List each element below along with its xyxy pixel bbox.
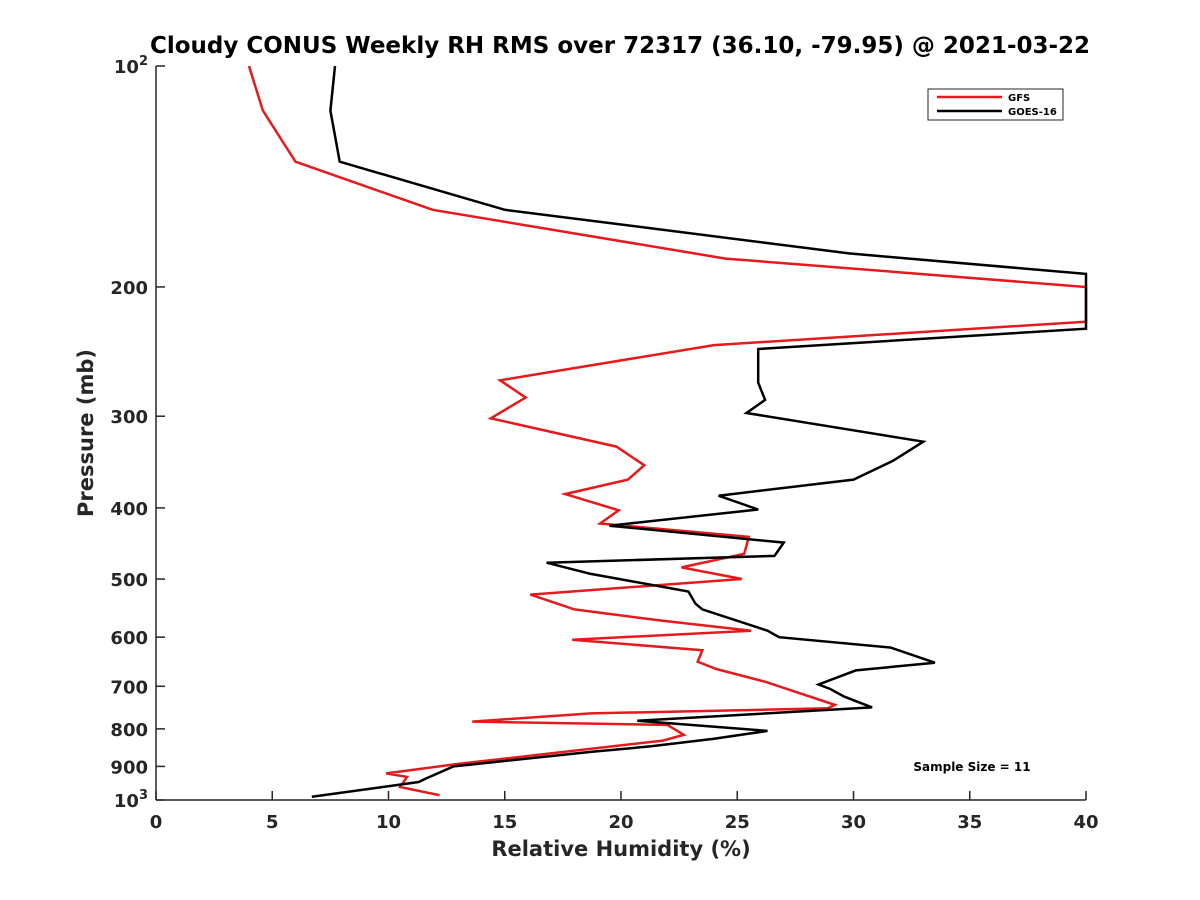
x-tick-label: 25 [725,812,750,833]
y-tick-label: 900 [110,757,148,778]
x-axis-label: Relative Humidity (%) [491,837,750,861]
y-tick-label: 400 [110,499,148,520]
sample-size-annotation: Sample Size = 11 [913,760,1030,774]
y-tick-label: 800 [110,720,148,741]
y-tick-label: 700 [110,677,148,698]
x-tick-label: 10 [376,812,401,833]
series-line-gfs [247,65,1088,797]
legend-label-gfs: GFS [1008,93,1030,104]
x-ticks: 0 5 10 15 20 25 30 35 40 [150,791,1099,833]
chart-title: Cloudy CONUS Weekly RH RMS over 72317 (3… [150,33,1090,59]
x-tick-label: 30 [841,812,866,833]
x-tick-label: 0 [150,812,163,833]
legend: GFS GOES-16 [927,88,1064,121]
legend-box [927,88,1064,121]
y-axis-label: Pressure (mb) [74,349,98,517]
x-tick-label: 20 [608,812,633,833]
series-line-goes16 [311,65,1088,799]
x-tick-label: 40 [1073,812,1098,833]
y-tick-label: 300 [110,407,148,428]
y-ticks: 102 200 300 400 500 600 700 800 900 103 [110,54,165,812]
y-tick-label: 200 [110,278,148,299]
x-tick-label: 15 [492,812,517,833]
legend-label-goes16: GOES-16 [1008,107,1057,118]
x-tick-label: 35 [957,812,982,833]
y-tick-label: 600 [110,628,148,649]
y-tick-label: 102 [114,54,148,78]
y-tick-label: 500 [110,570,148,591]
x-tick-label: 5 [266,812,279,833]
y-tick-label: 103 [114,788,148,812]
series-layer [247,65,1088,799]
